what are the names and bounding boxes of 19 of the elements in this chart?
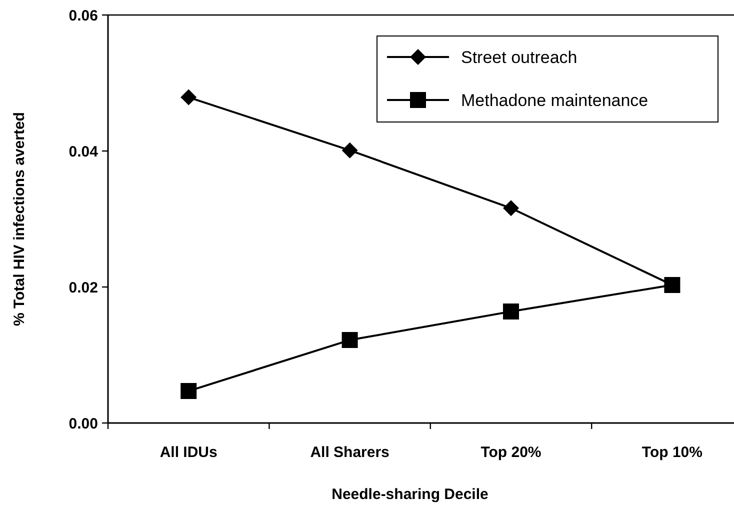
point xyxy=(342,332,358,348)
x-tick-label: All Sharers xyxy=(310,444,390,461)
point xyxy=(180,383,197,400)
y-axis-title: % Total HIV infections averted xyxy=(11,112,28,326)
point xyxy=(503,200,519,216)
x-axis-title: Needle-sharing Decile xyxy=(332,486,488,503)
y-tick-label: 0.00 xyxy=(68,415,98,432)
legend-label: Methadone maintenance xyxy=(461,90,648,110)
y-tick-label: 0.02 xyxy=(68,279,98,296)
x-tick-label: Top 20% xyxy=(480,444,542,461)
point xyxy=(664,276,680,293)
y-tick-label: 0.06 xyxy=(68,7,98,24)
y-tick-label: 0.04 xyxy=(68,143,99,160)
point xyxy=(503,303,519,320)
x-tick-label: All IDUs xyxy=(160,444,218,461)
point xyxy=(342,142,358,158)
legend-label: Street outreach xyxy=(461,48,578,67)
x-tick-label: Top 10% xyxy=(642,444,702,461)
point xyxy=(180,89,197,106)
